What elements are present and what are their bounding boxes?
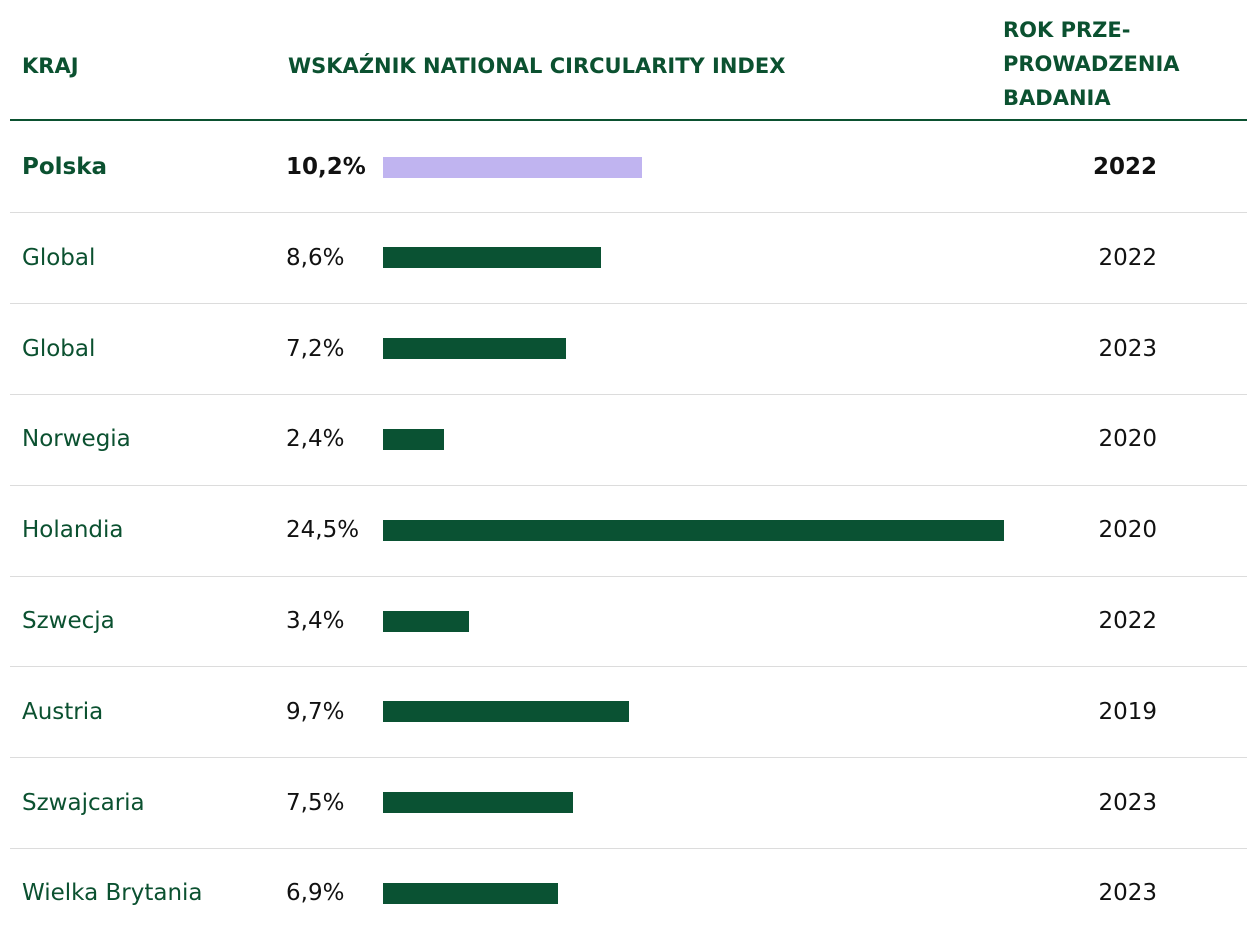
bar (383, 610, 470, 632)
value-label: 24,5% (286, 517, 360, 544)
bar (383, 338, 566, 360)
bar (383, 428, 444, 450)
year-label: 2023 (1098, 789, 1157, 816)
bar (383, 792, 574, 814)
header-country: KRAJ (22, 54, 79, 78)
value-label: 8,6% (286, 244, 345, 271)
year-label: 2023 (1098, 880, 1157, 907)
value-label: 3,4% (286, 608, 345, 634)
row-separator (10, 212, 1247, 214)
country-label: Polska (22, 154, 108, 180)
row-separator (10, 757, 1247, 759)
year-label: 2022 (1098, 244, 1157, 271)
bar (383, 519, 1005, 541)
header-rule (10, 119, 1247, 121)
bar (383, 156, 642, 178)
country-label: Global (22, 335, 96, 362)
country-label: Global (22, 244, 96, 271)
country-label: Szwecja (22, 608, 115, 634)
header-index: WSKAŹNIK NATIONAL CIRCULARITY INDEX (288, 54, 786, 78)
bar (383, 882, 558, 904)
row-separator (10, 484, 1247, 486)
bar (383, 247, 601, 269)
year-label: 2022 (1098, 608, 1157, 634)
value-label: 7,5% (286, 789, 345, 816)
year-label: 2020 (1098, 517, 1157, 544)
country-label: Norwegia (22, 426, 131, 453)
year-label: 2019 (1098, 698, 1157, 725)
country-label: Austria (22, 698, 104, 725)
value-label: 2,4% (286, 426, 345, 453)
country-label: Szwajcaria (22, 789, 145, 816)
country-label: Wielka Brytania (22, 880, 203, 907)
row-separator (10, 394, 1247, 395)
row-separator (10, 848, 1247, 849)
year-label: 2020 (1098, 426, 1157, 453)
value-label: 9,7% (286, 698, 345, 725)
value-label: 7,2% (286, 335, 345, 362)
header-year-line: BADANIA (1003, 86, 1111, 110)
header-year-line: ROK PRZE- (1003, 18, 1131, 42)
bar (383, 701, 629, 723)
year-label: 2023 (1098, 335, 1157, 362)
row-separator (10, 303, 1247, 305)
row-separator (10, 666, 1247, 668)
header-year: ROK PRZE- PROWADZENIA BADANIA (1003, 13, 1180, 115)
value-label: 6,9% (286, 880, 345, 907)
row-separator (10, 575, 1247, 577)
year-label: 2022 (1092, 154, 1157, 180)
country-label: Holandia (22, 517, 124, 544)
value-label: 10,2% (286, 154, 366, 180)
header-year-line: PROWADZENIA (1003, 52, 1180, 76)
